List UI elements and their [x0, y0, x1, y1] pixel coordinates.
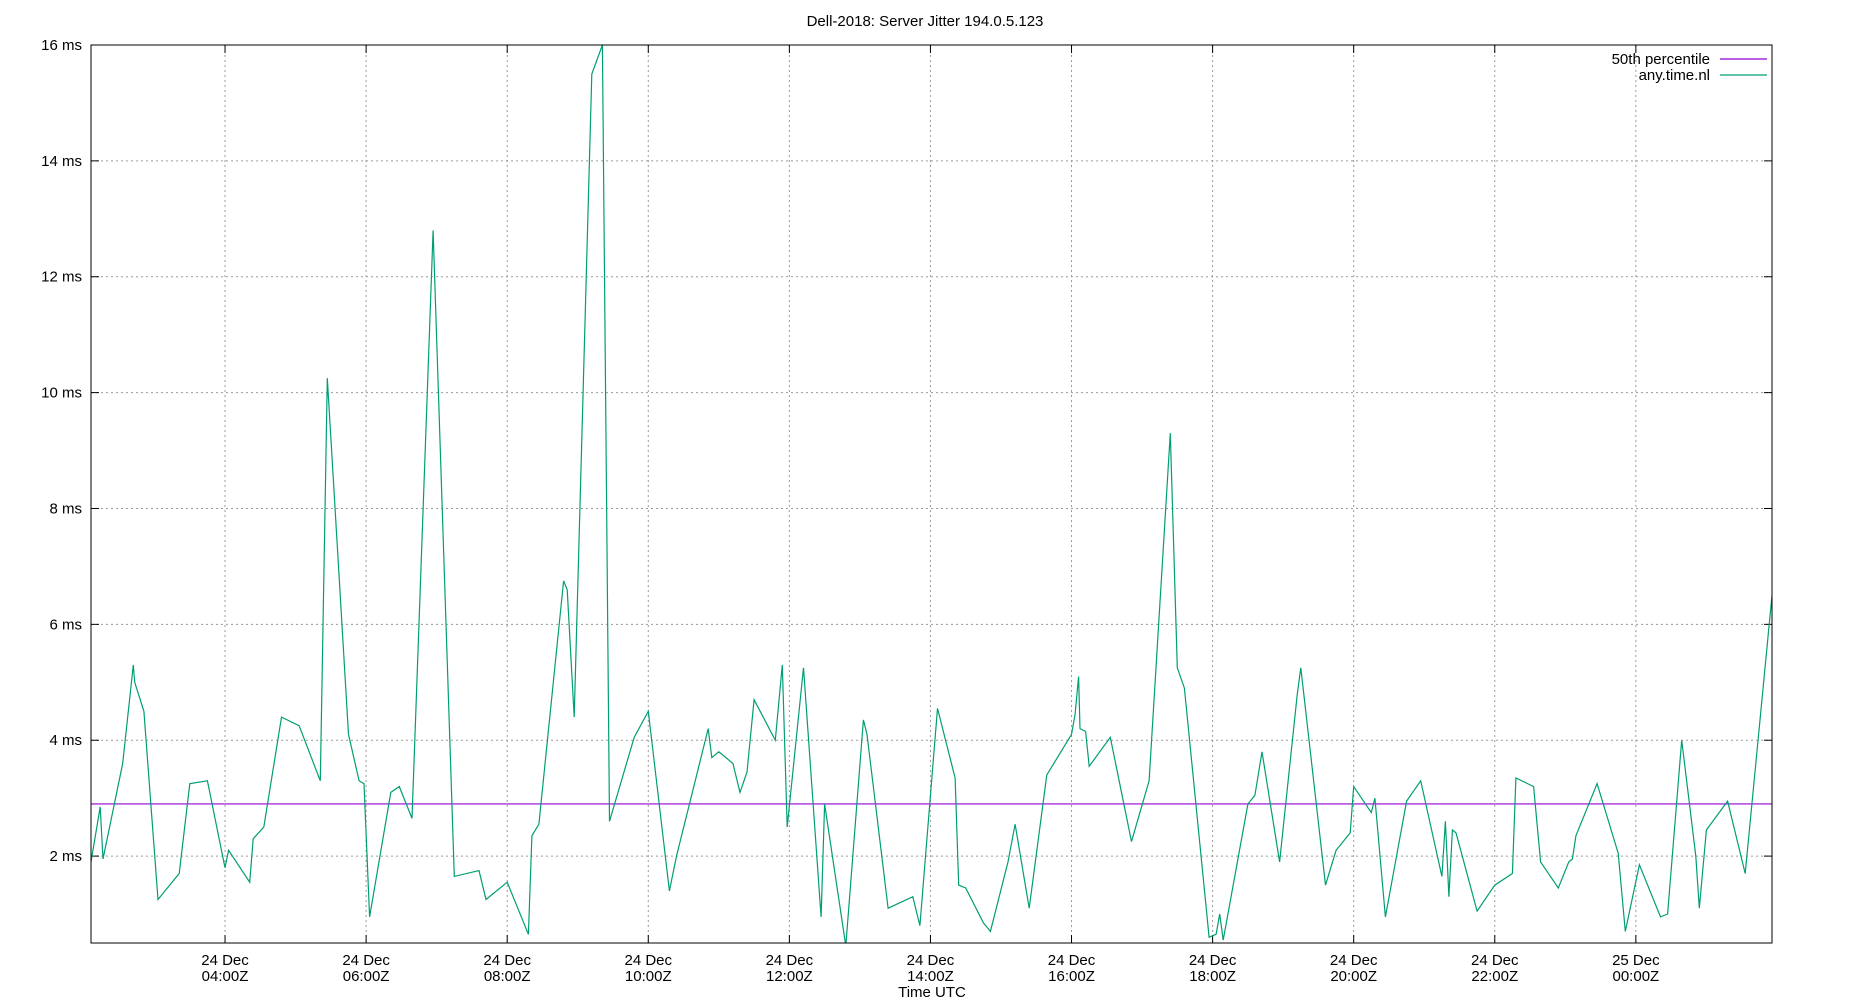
x-tick-label-time: 16:00Z	[1048, 968, 1095, 985]
y-axis-ticks: 2 ms 4 ms 6 ms 8 ms 10 ms 12 ms 14 ms 16 ms	[41, 37, 1772, 865]
x-tick-label-time: 06:00Z	[343, 968, 390, 985]
x-tick-label-time: 22:00Z	[1471, 968, 1518, 985]
x-tick-label-time: 14:00Z	[907, 968, 954, 985]
x-tick-label-date: 24 Dec	[766, 952, 814, 969]
x-tick-label-time: 10:00Z	[625, 968, 672, 985]
y-tick-label: 14 ms	[41, 153, 82, 170]
series-layer	[91, 45, 1772, 943]
x-tick-label-date: 25 Dec	[1612, 952, 1660, 969]
x-tick-label-date: 24 Dec	[1048, 952, 1096, 969]
x-tick-label-date: 24 Dec	[625, 952, 673, 969]
x-tick-label-date: 24 Dec	[342, 952, 390, 969]
chart-title: Dell-2018: Server Jitter 194.0.5.123	[807, 13, 1044, 30]
series-line-any-time-nl	[91, 45, 1772, 943]
y-tick-label: 10 ms	[41, 385, 82, 402]
x-tick-label-time: 20:00Z	[1330, 968, 1377, 985]
y-tick-label: 6 ms	[49, 616, 82, 633]
grid	[91, 44, 1772, 943]
legend-label: 50th percentile	[1612, 51, 1710, 68]
x-tick-label-time: 00:00Z	[1613, 968, 1660, 985]
x-tick-label-date: 24 Dec	[483, 952, 531, 969]
x-axis-label: Time UTC	[898, 984, 966, 1000]
x-tick-label-time: 18:00Z	[1189, 968, 1236, 985]
x-tick-label-time: 12:00Z	[766, 968, 813, 985]
y-tick-label: 16 ms	[41, 37, 82, 54]
x-tick-label-date: 24 Dec	[1330, 952, 1378, 969]
x-tick-label-date: 24 Dec	[1189, 952, 1237, 969]
y-tick-label: 12 ms	[41, 269, 82, 286]
x-tick-label-date: 24 Dec	[1471, 952, 1519, 969]
y-tick-label: 4 ms	[49, 732, 82, 749]
x-tick-label-date: 24 Dec	[907, 952, 955, 969]
x-tick-label-time: 04:00Z	[202, 968, 249, 985]
x-tick-label-date: 24 Dec	[201, 952, 249, 969]
legend-label: any.time.nl	[1639, 67, 1710, 84]
x-tick-label-time: 08:00Z	[484, 968, 531, 985]
plot-frame	[90, 44, 1773, 944]
y-tick-label: 8 ms	[49, 500, 82, 517]
y-tick-label: 2 ms	[49, 848, 82, 865]
